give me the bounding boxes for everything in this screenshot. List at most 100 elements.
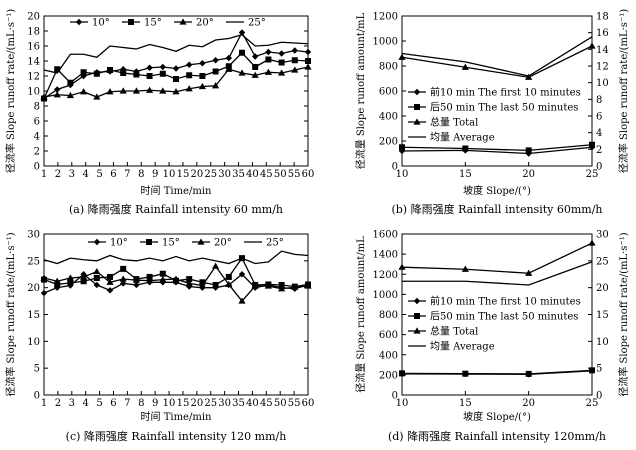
data-point (120, 70, 127, 76)
data-point (106, 278, 114, 285)
y-tick-label: 18 (27, 27, 40, 38)
legend-label: 总量 Total (430, 116, 478, 129)
data-point (93, 267, 101, 275)
x-tick-label: 6 (110, 398, 116, 409)
x-axis-title: 时间 Time/min (141, 410, 212, 423)
y-right-tick-label: 20 (596, 283, 609, 294)
data-point (398, 147, 406, 155)
y-tick-label: 800 (379, 310, 398, 321)
data-point (461, 63, 469, 70)
data-point (172, 275, 180, 282)
panel-b: 0 200 400 600 800 1000 1200 0 2 4 6 8 10 12 14 16 18 10 15… (354, 9, 630, 216)
data-point (53, 277, 61, 284)
data-point (291, 283, 299, 290)
y-tick-label: 600 (379, 87, 398, 98)
data-point (133, 281, 140, 289)
data-point (198, 82, 206, 90)
legend-label: 20° (196, 18, 214, 29)
x-axis-title: 时间 Time/min (141, 184, 212, 197)
data-point (252, 64, 259, 70)
panel-caption: (a) 降雨强度 Rainfall intensity 60 mm/h (69, 202, 283, 216)
data-point (398, 53, 406, 60)
legend-marker (413, 118, 421, 125)
legend-marker (128, 19, 134, 25)
series-line-4 (43, 34, 309, 74)
legend-marker (197, 238, 205, 245)
data-point (173, 76, 179, 82)
x-tick-label: 7 (124, 169, 130, 180)
data-point (186, 61, 193, 68)
legend-label: 总量 Total (430, 325, 478, 338)
data-point (40, 93, 48, 100)
y-tick-label: 10 (27, 87, 40, 98)
x-tick-label: 5 (96, 398, 102, 409)
data-point (525, 370, 532, 377)
legend-marker (93, 238, 101, 246)
data-point (159, 63, 166, 71)
data-point (80, 278, 87, 285)
x-tick-label: 20 (522, 398, 535, 409)
data-point (93, 93, 101, 100)
data-point (93, 281, 100, 289)
y-tick-label: 1000 (373, 290, 398, 301)
y-tick-label: 0 (34, 391, 40, 402)
y-tick-label: 0 (34, 162, 40, 173)
series-line-4 (401, 36, 593, 77)
x-tick-label: 45 (260, 398, 273, 409)
data-point (225, 65, 233, 72)
y-tick-label: 200 (379, 137, 398, 148)
y-tick-label: 800 (379, 62, 398, 73)
data-point (462, 145, 469, 152)
data-point (525, 150, 532, 157)
data-point (264, 282, 272, 289)
data-point (172, 65, 180, 72)
y-tick-label: 4 (34, 132, 40, 143)
data-point (251, 282, 259, 289)
data-point (212, 262, 220, 269)
x-tick-label: 60 (302, 169, 315, 180)
y-tick-label: 25 (27, 256, 40, 267)
data-point (238, 29, 246, 36)
data-point (106, 287, 114, 294)
x-tick-label: 15 (177, 398, 190, 409)
x-tick-label: 25 (586, 169, 599, 180)
x-tick-label: 2 (55, 398, 61, 409)
data-point (304, 282, 312, 289)
panel-caption: (d) 降雨强度 Rainfall intensity 120mm/h (388, 429, 606, 443)
y-right-tick-label: 6 (596, 112, 602, 123)
data-point (107, 273, 113, 280)
data-point (54, 86, 61, 93)
legend-label: 10° (110, 238, 128, 249)
y-tick-label: 12 (27, 72, 40, 83)
y-right-tick-label: 15 (596, 310, 609, 321)
x-tick-label: 6 (110, 169, 116, 180)
data-point (291, 57, 298, 64)
y-right-tick-label: 2 (596, 145, 602, 156)
y-tick-label: 400 (379, 350, 398, 361)
data-point (305, 58, 311, 64)
data-point (159, 270, 166, 277)
data-point (119, 275, 127, 282)
y-right-tick-label: 8 (596, 95, 602, 106)
data-point (588, 239, 596, 246)
y-right-tick-label: 18 (596, 12, 609, 23)
x-tick-label: 25 (204, 398, 217, 409)
y-right-axis-title: 径流率 Slope runoff rate/(mL·s⁻¹) (617, 232, 630, 396)
x-tick-label: 4 (82, 169, 88, 180)
data-point (172, 88, 180, 95)
y-tick-label: 0 (392, 162, 398, 173)
x-tick-label: 10 (163, 169, 176, 180)
legend-label: 25° (248, 18, 266, 29)
data-point (238, 271, 246, 278)
x-tick-label: 55 (288, 169, 301, 180)
data-point (146, 86, 154, 93)
data-point (238, 297, 246, 304)
data-point (67, 279, 74, 286)
y-right-tick-label: 4 (596, 128, 602, 139)
y-tick-label: 6 (34, 117, 40, 128)
data-point (146, 64, 153, 71)
data-point (107, 67, 113, 73)
x-tick-label: 50 (274, 398, 287, 409)
y-tick-label: 30 (27, 230, 40, 241)
